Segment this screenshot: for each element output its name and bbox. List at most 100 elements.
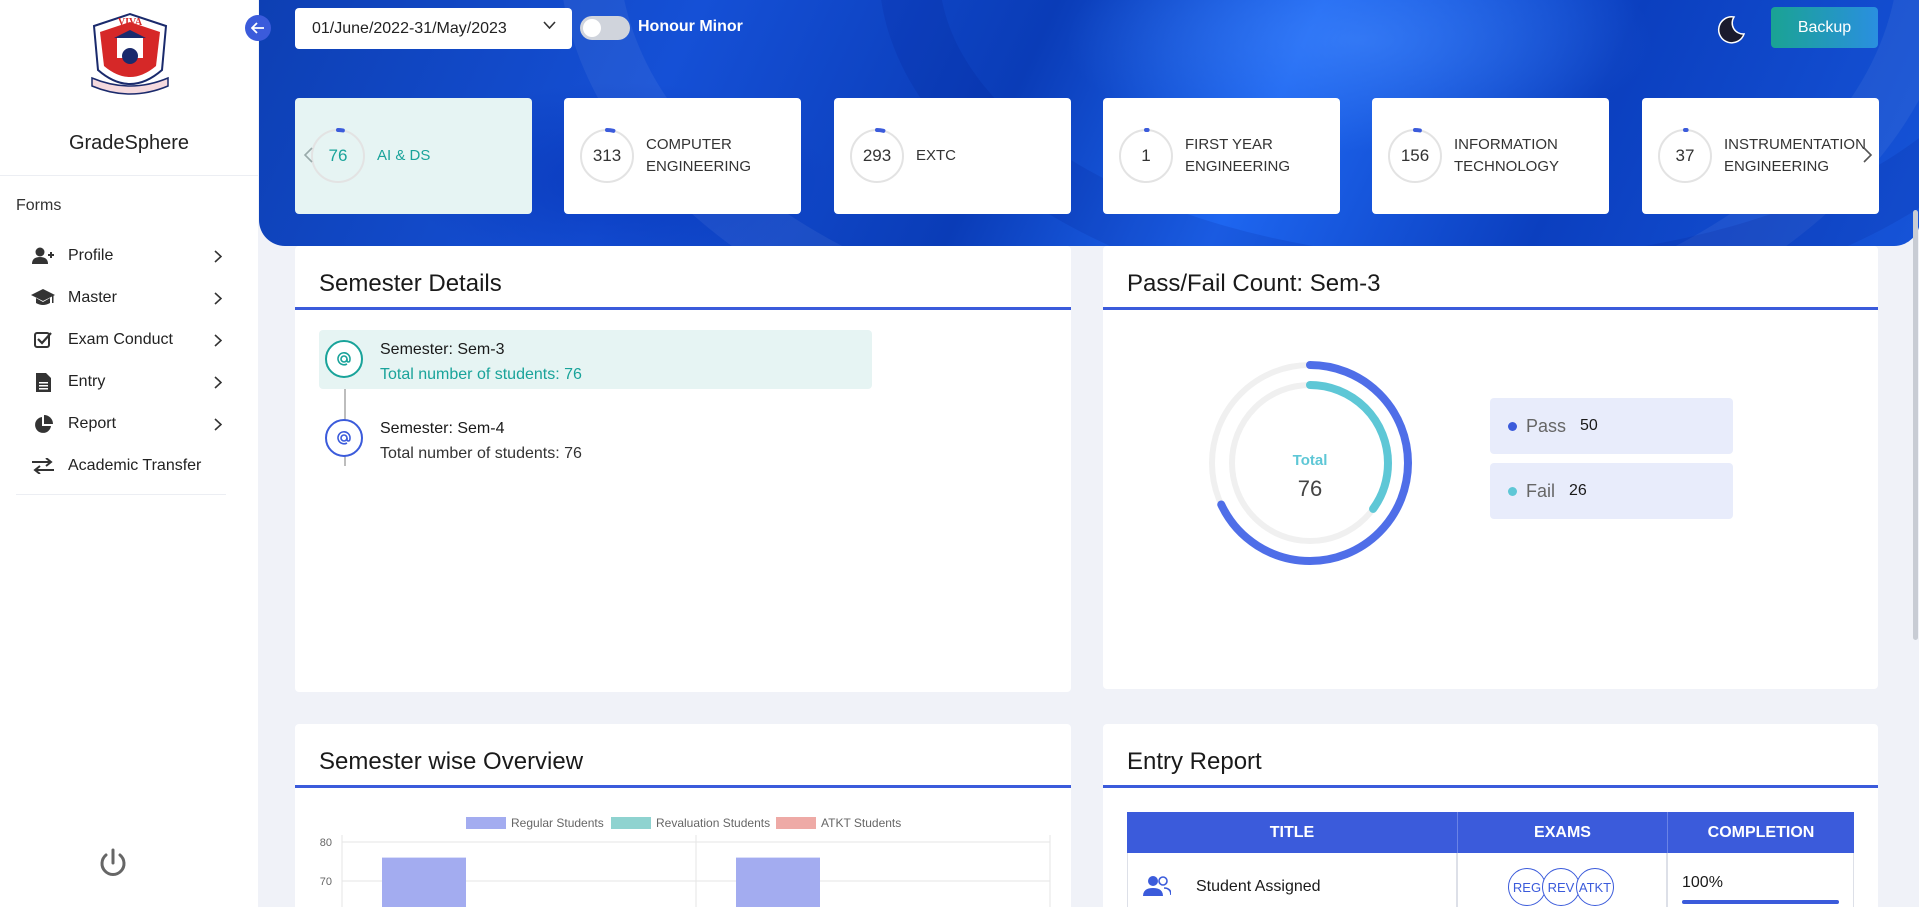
department-progress-ring: 37 xyxy=(1656,127,1714,185)
department-name: INSTRUMENTATION ENGINEERING xyxy=(1724,136,1866,175)
pass-legend: Pass 50 xyxy=(1490,398,1733,454)
transfer-arrows-icon xyxy=(28,458,58,474)
table-cell-completion: 100% xyxy=(1667,853,1854,907)
bar-regular-students-sem-4[interactable] xyxy=(736,857,820,907)
department-name: INFORMATION TECHNOLOGY xyxy=(1454,136,1560,175)
graduation-cap-icon xyxy=(28,289,58,307)
toggle-knob xyxy=(583,19,601,37)
legend-label: Revaluation Students xyxy=(656,816,771,830)
sidebar-item-master[interactable]: Master xyxy=(16,278,228,318)
exam-chip-atkt[interactable]: ATKT xyxy=(1576,868,1614,906)
department-progress-ring: 156 xyxy=(1386,127,1444,185)
semester-item-sem-4[interactable]: Semester: Sem-4 Total number of students… xyxy=(319,409,872,468)
chart-legend-item[interactable]: Revaluation Students xyxy=(611,816,770,830)
department-card[interactable]: 293 EXTC xyxy=(834,98,1071,214)
legend-label: Regular Students xyxy=(511,816,604,830)
exam-chip-rev[interactable]: REV xyxy=(1542,868,1580,906)
chevron-right-icon xyxy=(208,417,228,431)
chevron-down-icon xyxy=(543,21,556,29)
legend-swatch xyxy=(466,817,506,829)
department-name: FIRST YEAR ENGINEERING xyxy=(1185,136,1291,175)
completion-progress-track xyxy=(1682,900,1839,904)
carousel-prev-icon[interactable] xyxy=(302,146,316,164)
fail-arc xyxy=(1228,381,1392,545)
academic-year-select[interactable]: 01/June/2022-31/May/2023 xyxy=(295,8,572,49)
sidebar-item-label: Master xyxy=(68,289,117,306)
department-card[interactable]: 76 AI & DS xyxy=(295,98,532,214)
department-progress-ring: 76 xyxy=(309,127,367,185)
fail-dot xyxy=(1508,486,1517,496)
backup-button[interactable]: Backup xyxy=(1771,7,1878,48)
department-progress-ring: 313 xyxy=(578,127,636,185)
page-scrollbar[interactable] xyxy=(1913,210,1918,640)
exam-chip-reg[interactable]: REG xyxy=(1508,868,1546,906)
honour-minor-label: Honour Minor xyxy=(638,18,743,35)
department-count: 293 xyxy=(862,146,892,165)
academic-year-value: 01/June/2022-31/May/2023 xyxy=(312,19,507,37)
pass-fail-title: Pass/Fail Count: Sem-3 xyxy=(1127,270,1381,297)
college-logo: VIVA xyxy=(91,12,169,95)
divider xyxy=(16,494,226,495)
title-underline xyxy=(1103,785,1878,788)
forms-section-label: Forms xyxy=(16,197,62,214)
semester-item-sem-3[interactable]: Semester: Sem-3 Total number of students… xyxy=(319,330,872,389)
department-card[interactable]: 313 COMPUTER ENGINEERING xyxy=(564,98,801,214)
document-icon xyxy=(28,372,58,392)
column-header-title[interactable]: TITLE xyxy=(1127,812,1457,853)
fail-label: Fail xyxy=(1526,480,1556,501)
chevron-right-icon xyxy=(208,291,228,305)
y-tick-label: 80 xyxy=(320,837,332,849)
sidebar-item-label: Report xyxy=(68,415,117,432)
legend-label: ATKT Students xyxy=(821,816,902,830)
column-header-exams[interactable]: EXAMS xyxy=(1457,812,1667,853)
department-name: EXTC xyxy=(916,147,957,164)
sidebar-item-entry[interactable]: Entry xyxy=(16,362,228,402)
y-tick-label: 70 xyxy=(320,876,332,888)
sidebar-item-label: Exam Conduct xyxy=(68,331,173,348)
sidebar-item-label: Profile xyxy=(68,247,114,264)
carousel-next-icon[interactable] xyxy=(1860,146,1874,164)
user-plus-icon xyxy=(28,247,58,265)
column-header-completion[interactable]: COMPLETION xyxy=(1667,812,1854,853)
semester-name: Semester: Sem-4 xyxy=(380,420,505,437)
at-sign-icon xyxy=(325,340,363,378)
moon-icon[interactable] xyxy=(1714,12,1748,46)
title-underline xyxy=(1103,307,1878,310)
chart-legend-item[interactable]: Regular Students xyxy=(466,816,604,830)
users-icon xyxy=(1143,876,1171,896)
donut-center-label: Total xyxy=(1292,452,1328,469)
department-name: COMPUTER ENGINEERING xyxy=(646,136,752,175)
sidebar: VIVA GradeSphere Forms Profile Master Ex… xyxy=(0,0,258,907)
department-card[interactable]: 37 INSTRUMENTATION ENGINEERING xyxy=(1642,98,1879,214)
completion-value: 100% xyxy=(1682,874,1723,891)
divider xyxy=(0,175,258,176)
department-progress-ring: 1 xyxy=(1117,127,1175,185)
semester-student-count: Total number of students: 76 xyxy=(380,366,582,383)
app-name: GradeSphere xyxy=(68,132,190,154)
table-cell-title: Student Assigned xyxy=(1127,853,1457,907)
power-icon[interactable] xyxy=(96,846,130,880)
department-card[interactable]: 156 INFORMATION TECHNOLOGY xyxy=(1372,98,1609,214)
chart-legend-item[interactable]: ATKT Students xyxy=(776,816,901,830)
semester-details-title: Semester Details xyxy=(319,270,502,297)
department-progress-ring: 293 xyxy=(848,127,906,185)
fail-value: 26 xyxy=(1569,482,1587,499)
checkbox-icon xyxy=(28,331,58,349)
sidebar-item-exam-conduct[interactable]: Exam Conduct xyxy=(16,320,228,360)
at-sign-icon xyxy=(325,419,363,457)
sidebar-item-label: Entry xyxy=(68,373,106,390)
honour-minor-toggle[interactable] xyxy=(580,16,630,40)
legend-swatch xyxy=(776,817,816,829)
timeline-line xyxy=(344,356,346,466)
department-card[interactable]: 1 FIRST YEAR ENGINEERING xyxy=(1103,98,1340,214)
sidebar-item-profile[interactable]: Profile xyxy=(16,236,228,276)
sidebar-item-academic-transfer[interactable]: Academic Transfer xyxy=(16,446,228,486)
department-count: 76 xyxy=(328,146,348,165)
pie-chart-icon xyxy=(28,414,58,434)
sidebar-collapse-button[interactable] xyxy=(245,15,271,41)
chevron-right-icon xyxy=(208,333,228,347)
bar-regular-students-sem-3[interactable] xyxy=(382,857,466,907)
sidebar-item-report[interactable]: Report xyxy=(16,404,228,444)
donut-center-total: 76 xyxy=(1297,476,1323,501)
pass-arc xyxy=(1208,361,1412,565)
